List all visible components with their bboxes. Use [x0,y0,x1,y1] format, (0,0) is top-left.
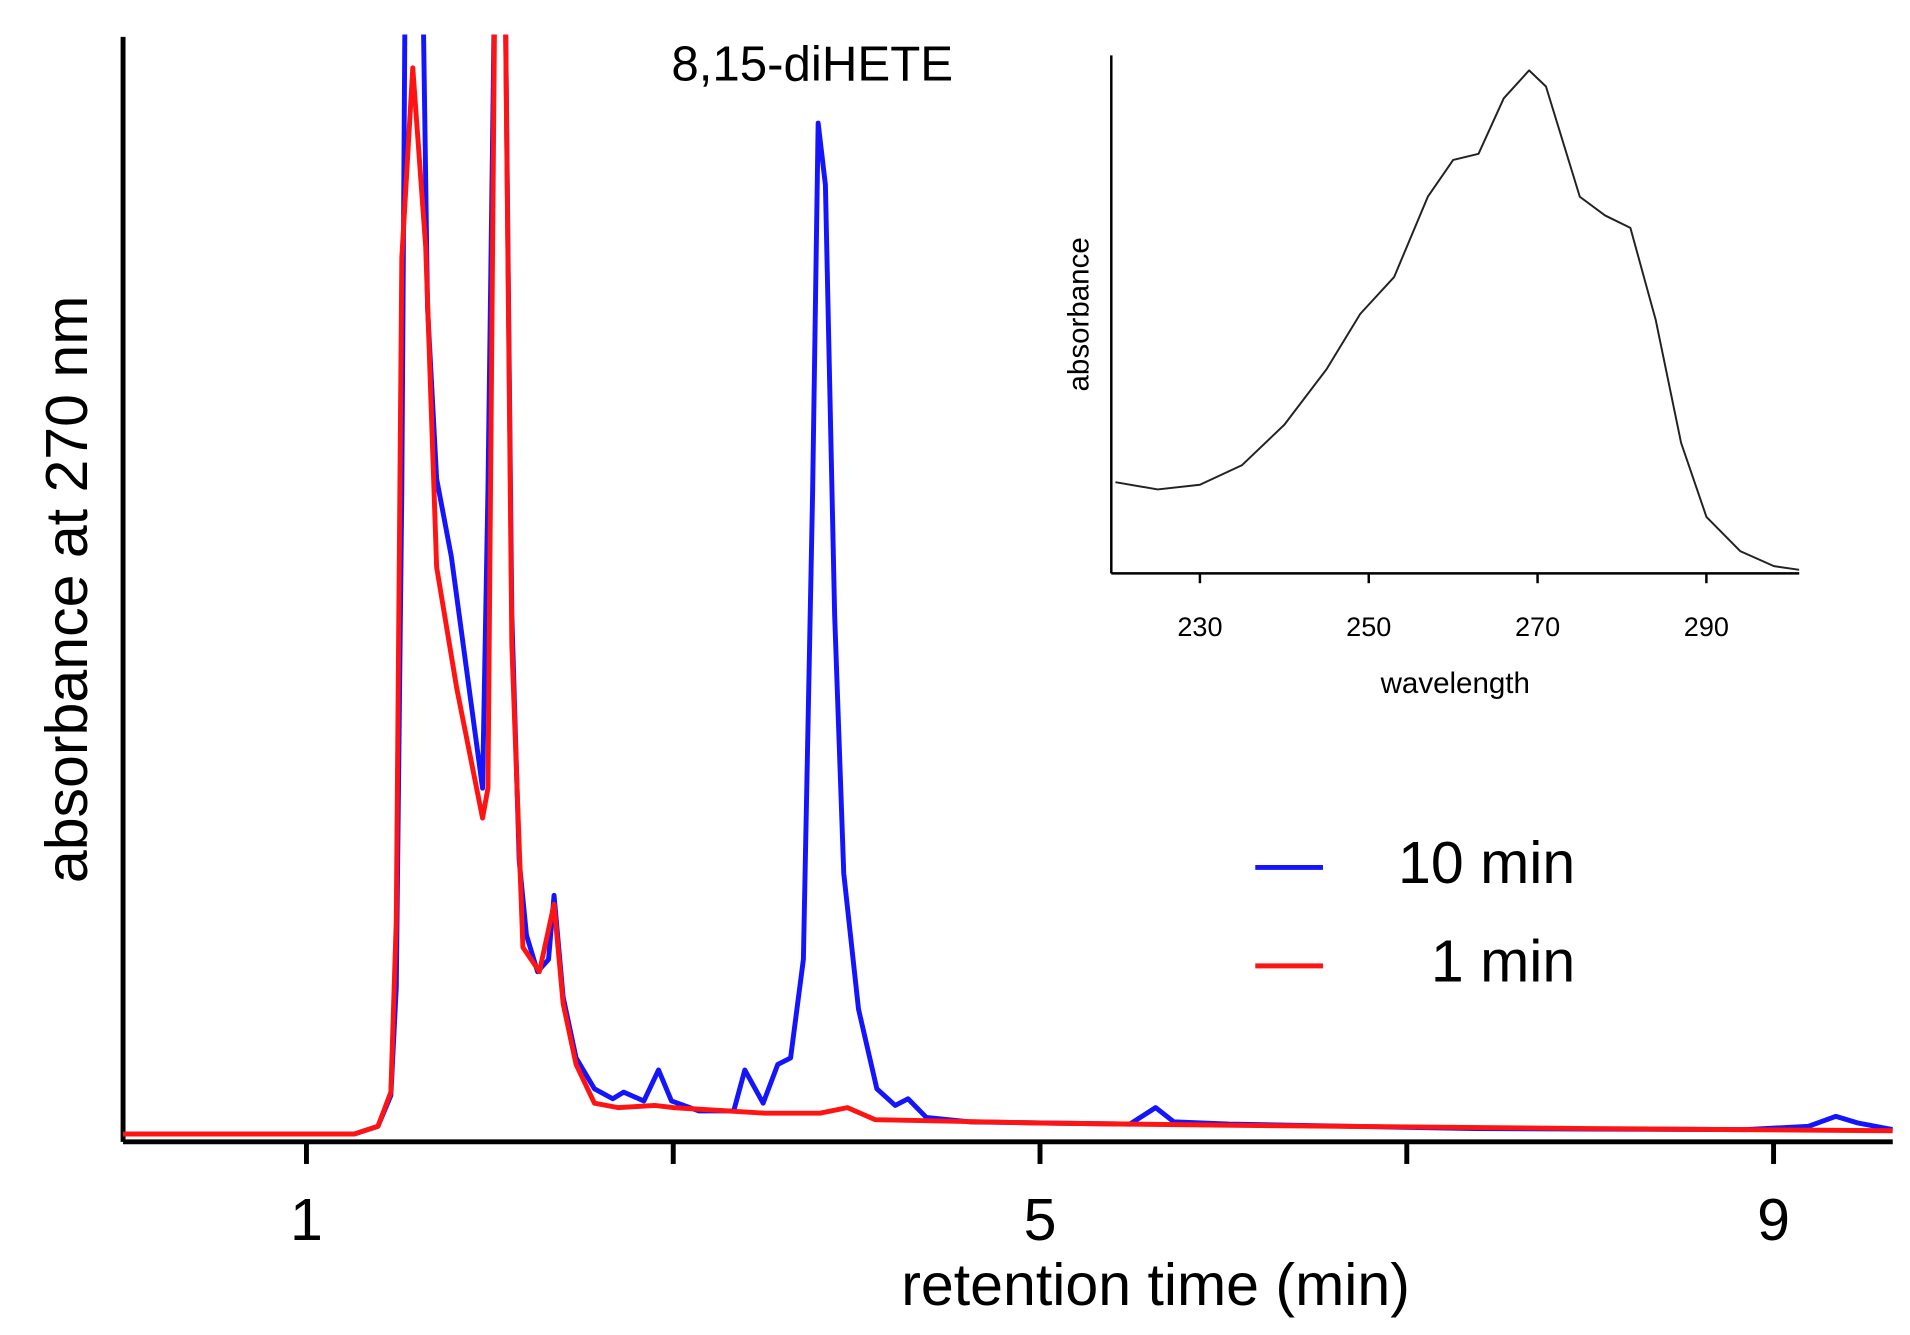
x-tick-label: 1 [290,1187,323,1253]
x-tick-label: 250 [1346,611,1391,642]
x-tick-label: 290 [1684,611,1729,642]
data-line [123,34,1893,1137]
x-axis-label: retention time (min) [901,1252,1410,1318]
y-axis-label: absorbance at 270 nm [34,296,100,884]
y-axis-label: absorbance [1062,237,1095,391]
x-tick-label: 5 [1024,1187,1057,1253]
x-axis-label: wavelength [1380,667,1530,700]
x-tick-label: 9 [1757,1187,1790,1253]
peak-annotation: 8,15-diHETE [671,37,953,92]
legend-label: 1 min [1431,928,1575,994]
x-tick-label: 230 [1177,611,1222,642]
data-line [123,34,1893,1137]
data-line [1115,69,1800,571]
legend-label: 10 min [1398,830,1575,896]
x-tick-label: 270 [1515,611,1560,642]
